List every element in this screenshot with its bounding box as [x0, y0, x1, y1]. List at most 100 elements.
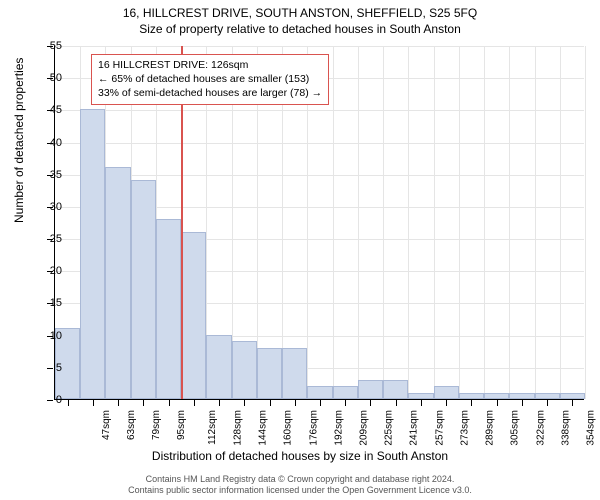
x-tick [446, 400, 447, 406]
x-tick-label: 192sqm [333, 410, 344, 446]
x-tick [68, 400, 69, 406]
x-tick [143, 400, 144, 406]
x-tick [497, 400, 498, 406]
gridline-v [408, 46, 409, 399]
gridline-v [509, 46, 510, 399]
x-tick-label: 273sqm [460, 410, 471, 446]
y-tick-label: 55 [50, 40, 62, 52]
histogram-bar [131, 180, 156, 399]
footer-line1: Contains HM Land Registry data © Crown c… [0, 474, 600, 485]
x-tick [522, 400, 523, 406]
histogram-bar [105, 167, 130, 399]
histogram-bar [232, 341, 257, 399]
histogram-bar [206, 335, 231, 399]
gridline-v [333, 46, 334, 399]
histogram-bar [535, 393, 560, 399]
histogram-bar [257, 348, 282, 399]
gridline-v [459, 46, 460, 399]
gridline-v [585, 46, 586, 399]
y-tick-label: 35 [50, 169, 62, 181]
x-tick [547, 400, 548, 406]
annotation-box: 16 HILLCREST DRIVE: 126sqm← 65% of detac… [91, 54, 329, 105]
histogram-bar [80, 109, 105, 399]
y-axis-label: Number of detached properties [12, 58, 26, 223]
histogram-bar [333, 386, 358, 399]
x-tick-label: 79sqm [151, 410, 162, 440]
y-tick-label: 20 [50, 265, 62, 277]
x-tick-label: 176sqm [308, 410, 319, 446]
x-tick [396, 400, 397, 406]
y-tick-label: 40 [50, 137, 62, 149]
chart-titles: 16, HILLCREST DRIVE, SOUTH ANSTON, SHEFF… [0, 0, 600, 37]
histogram-bar [181, 232, 206, 399]
y-tick [47, 400, 53, 401]
y-tick [47, 368, 53, 369]
chart-title-subtitle: Size of property relative to detached ho… [0, 22, 600, 38]
x-tick-label: 322sqm [535, 410, 546, 446]
gridline-h [55, 46, 584, 47]
y-tick-label: 25 [50, 233, 62, 245]
gridline-h [55, 175, 584, 176]
x-tick-label: 241sqm [409, 410, 420, 446]
x-tick-label: 338sqm [560, 410, 571, 446]
x-tick-label: 95sqm [176, 410, 187, 440]
x-tick [270, 400, 271, 406]
y-tick-label: 50 [50, 72, 62, 84]
x-tick-label: 289sqm [485, 410, 496, 446]
x-tick-label: 128sqm [232, 410, 243, 446]
gridline-v [358, 46, 359, 399]
x-tick-label: 63sqm [126, 410, 137, 440]
x-tick [244, 400, 245, 406]
plot-inner: 47sqm63sqm79sqm95sqm112sqm128sqm144sqm16… [54, 46, 584, 400]
histogram-bar [358, 380, 383, 399]
gridline-v [535, 46, 536, 399]
histogram-bar [459, 393, 484, 399]
histogram-bar [156, 219, 181, 399]
annotation-line2: ← 65% of detached houses are smaller (15… [98, 72, 322, 86]
x-tick [295, 400, 296, 406]
plot-area: 47sqm63sqm79sqm95sqm112sqm128sqm144sqm16… [54, 46, 584, 400]
x-tick [320, 400, 321, 406]
x-tick-label: 209sqm [359, 410, 370, 446]
y-tick-label: 10 [50, 330, 62, 342]
histogram-bar [434, 386, 459, 399]
x-tick [169, 400, 170, 406]
y-tick-label: 15 [50, 297, 62, 309]
histogram-bar [408, 393, 433, 399]
gridline-v [560, 46, 561, 399]
x-tick [219, 400, 220, 406]
x-tick-label: 257sqm [434, 410, 445, 446]
x-tick-label: 112sqm [206, 410, 217, 445]
x-tick [572, 400, 573, 406]
x-tick-label: 305sqm [510, 410, 521, 446]
gridline-v [434, 46, 435, 399]
histogram-bar [307, 386, 332, 399]
x-tick [118, 400, 119, 406]
x-tick-label: 144sqm [258, 410, 269, 446]
x-tick-label: 47sqm [101, 410, 112, 440]
annotation-line1: 16 HILLCREST DRIVE: 126sqm [98, 58, 322, 72]
footer-attribution: Contains HM Land Registry data © Crown c… [0, 474, 600, 496]
histogram-bar [484, 393, 509, 399]
gridline-v [383, 46, 384, 399]
y-tick-label: 30 [50, 201, 62, 213]
x-tick-label: 354sqm [586, 410, 597, 446]
gridline-h [55, 110, 584, 111]
x-tick [370, 400, 371, 406]
histogram-bar [509, 393, 534, 399]
gridline-v [484, 46, 485, 399]
histogram-bar [383, 380, 408, 399]
x-tick [345, 400, 346, 406]
x-tick-label: 160sqm [283, 410, 294, 446]
x-tick [93, 400, 94, 406]
chart-container: 16, HILLCREST DRIVE, SOUTH ANSTON, SHEFF… [0, 0, 600, 500]
x-tick [471, 400, 472, 406]
y-tick-label: 45 [50, 104, 62, 116]
y-tick-label: 5 [56, 362, 62, 374]
chart-title-address: 16, HILLCREST DRIVE, SOUTH ANSTON, SHEFF… [0, 6, 600, 22]
annotation-line3: 33% of semi-detached houses are larger (… [98, 86, 322, 100]
histogram-bar [560, 393, 585, 399]
x-tick [194, 400, 195, 406]
x-tick [421, 400, 422, 406]
footer-line2: Contains public sector information licen… [0, 485, 600, 496]
